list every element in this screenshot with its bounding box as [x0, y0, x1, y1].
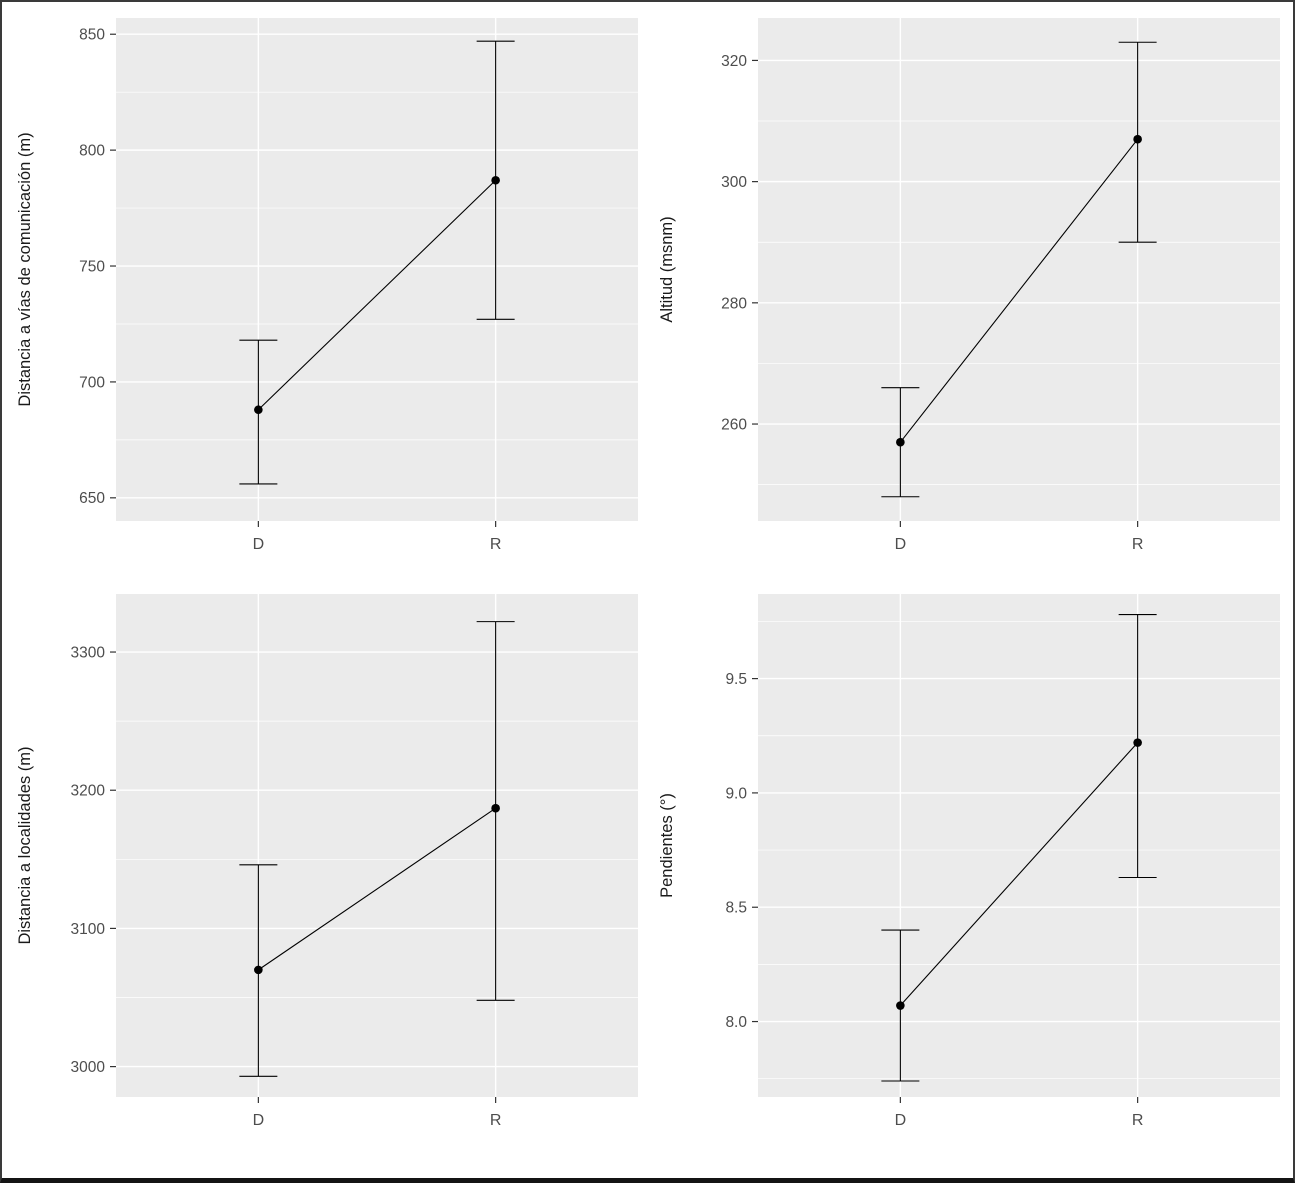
y-axis-title: Pendientes (°)	[658, 793, 676, 898]
x-category-label: D	[253, 536, 265, 553]
trend-line	[899, 742, 1139, 1006]
y-tick-label: 9.5	[725, 671, 747, 688]
y-tick-label: 700	[79, 374, 105, 391]
data-point	[896, 1001, 905, 1010]
data-point	[254, 405, 263, 415]
data-point	[1133, 738, 1142, 747]
x-category-label: R	[490, 536, 502, 553]
y-tick-label: 800	[79, 143, 105, 160]
y-tick-label: 8.0	[725, 1014, 747, 1031]
data-point	[491, 175, 500, 185]
panel-background	[116, 18, 638, 521]
y-tick-label: 280	[721, 295, 747, 312]
x-category-label: R	[1132, 1112, 1144, 1129]
chart-altitud-svg: 260 280 300 320 D R Altitud (msnm)	[658, 18, 1280, 553]
x-category-label: R	[1132, 536, 1144, 553]
y-tick-label: 300	[721, 174, 747, 191]
x-category-label: D	[895, 536, 907, 553]
y-tick-label: 650	[79, 490, 105, 507]
data-point	[254, 965, 263, 975]
x-category-label: R	[490, 1112, 502, 1129]
y-tick-label: 3000	[71, 1059, 106, 1076]
y-tick-label: 3100	[71, 921, 106, 938]
trend-line	[899, 138, 1139, 443]
y-tick-label: 3200	[71, 783, 106, 800]
y-tick-label: 320	[721, 53, 747, 70]
data-point	[491, 803, 500, 813]
chart-altitud: 260 280 300 320 D R Altitud (msnm)	[648, 5, 1290, 581]
y-tick-label: 750	[79, 258, 105, 275]
y-axis-title: Distancia a vías de comunicación (m)	[16, 132, 34, 406]
chart-pendientes-svg: 8.0 8.5 9.0 9.5 D R Pendientes (°)	[658, 594, 1280, 1129]
y-tick-label: 8.5	[725, 900, 747, 917]
trend-line	[257, 179, 497, 411]
data-point	[896, 437, 905, 447]
y-axis-title: Altitud (msnm)	[658, 216, 676, 322]
panel-background	[758, 594, 1280, 1097]
chart-distancia-vias: 650 700 750 800 850 D R Distancia a vías de com…	[6, 5, 648, 581]
data-point	[1133, 134, 1142, 144]
chart-grid: 650 700 750 800 850 D R Distancia a vías de com…	[6, 5, 1293, 1157]
chart-distancia-vias-svg: 650 700 750 800 850 D R Distancia a vías de com…	[16, 18, 638, 553]
y-tick-label: 9.0	[725, 785, 747, 802]
chart-distancia-localidades: 3000 3100 3200 3300 D R Distancia a localidade…	[6, 581, 648, 1157]
panel-background	[758, 18, 1280, 521]
x-category-label: D	[895, 1112, 907, 1129]
y-tick-label: 260	[721, 416, 747, 433]
y-axis-title: Distancia a localidades (m)	[16, 746, 34, 944]
x-category-label: D	[253, 1112, 265, 1129]
chart-pendientes: 8.0 8.5 9.0 9.5 D R Pendientes (°)	[648, 581, 1290, 1157]
panel-background	[116, 594, 638, 1097]
chart-distancia-localidades-svg: 3000 3100 3200 3300 D R Distancia a localidade…	[16, 594, 638, 1129]
trend-line	[258, 807, 496, 971]
y-tick-label: 3300	[71, 644, 106, 661]
y-tick-label: 850	[79, 27, 105, 44]
